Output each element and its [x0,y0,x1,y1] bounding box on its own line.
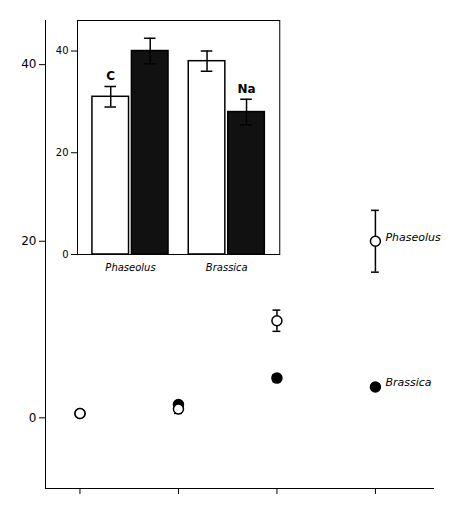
svg-text:Brassica: Brassica [385,376,431,389]
svg-text:Phaseolus: Phaseolus [385,231,441,244]
svg-text:20: 20 [21,234,36,248]
svg-text:40: 40 [56,45,69,56]
svg-text:20: 20 [56,147,69,158]
svg-text:Brassica: Brassica [206,262,248,273]
svg-text:0: 0 [29,411,37,425]
svg-text:Phaseolus: Phaseolus [105,262,155,273]
svg-text:40: 40 [21,57,36,71]
svg-text:C: C [106,69,115,83]
svg-text:0: 0 [62,249,68,260]
svg-text:Na: Na [237,82,255,96]
